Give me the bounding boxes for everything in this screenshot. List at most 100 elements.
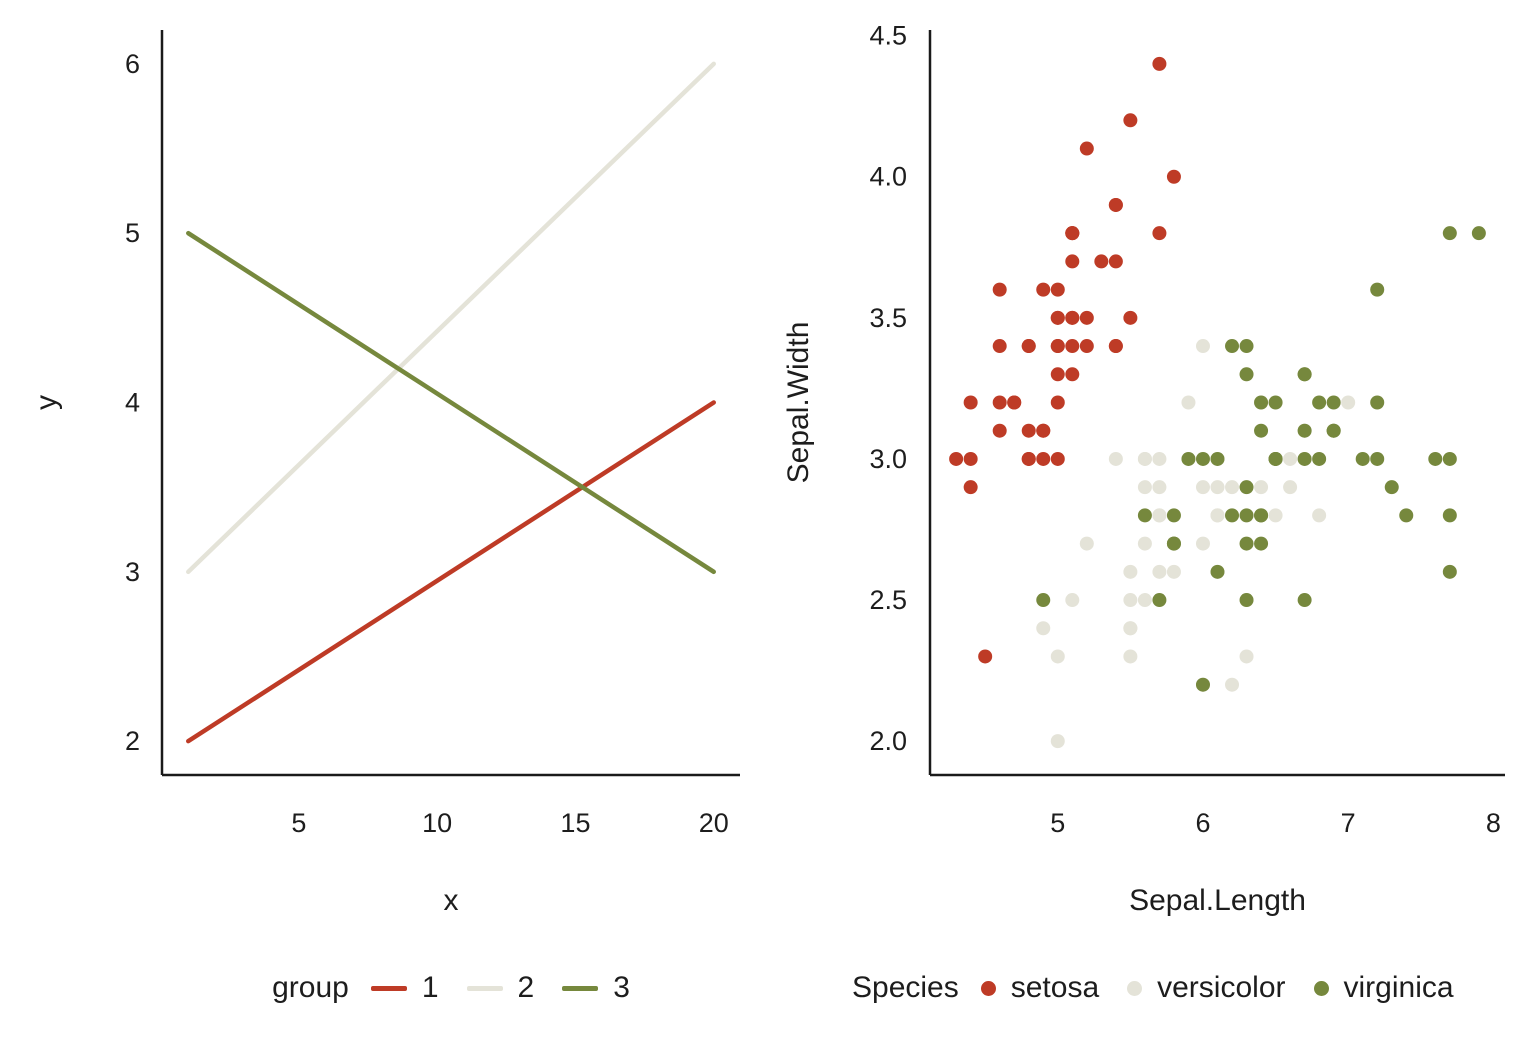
- point-setosa: [1108, 339, 1123, 354]
- legend-label-3: 3: [613, 971, 630, 1004]
- point-setosa: [992, 282, 1007, 297]
- data-line-3: [186, 230, 716, 575]
- point-versicolor: [1283, 480, 1298, 495]
- x-tick-label-15: 15: [560, 808, 590, 838]
- point-versicolor: [1123, 593, 1138, 608]
- point-virginica: [1181, 451, 1196, 466]
- point-virginica: [1370, 282, 1385, 297]
- dot-swatch-versicolor: [1127, 980, 1143, 996]
- legend-title-species: Species: [852, 971, 959, 1004]
- point-setosa: [963, 480, 978, 495]
- point-virginica: [1239, 480, 1254, 495]
- point-setosa: [1036, 451, 1051, 466]
- y-axis-title: Sepal.Width: [782, 321, 815, 484]
- point-setosa: [992, 423, 1007, 438]
- y-tick-label-3.5: 3.5: [869, 303, 907, 333]
- point-virginica: [1225, 339, 1240, 354]
- line-swatch-1: [370, 985, 407, 991]
- point-setosa: [992, 339, 1007, 354]
- point-setosa: [1123, 310, 1138, 325]
- legend-label-versicolor: versicolor: [1157, 971, 1286, 1004]
- point-setosa: [1065, 226, 1080, 241]
- point-virginica: [1297, 423, 1312, 438]
- point-versicolor: [1312, 508, 1327, 523]
- series-versicolor: [1036, 339, 1356, 749]
- legend-item-2: 2: [466, 971, 535, 1005]
- point-setosa: [1036, 282, 1051, 297]
- y-tick-label-2: 2: [125, 726, 140, 756]
- point-virginica: [1254, 536, 1269, 551]
- point-setosa: [992, 395, 1007, 410]
- point-versicolor: [1181, 395, 1196, 410]
- series-1: [186, 400, 716, 744]
- point-setosa: [1152, 226, 1167, 241]
- point-virginica: [1195, 451, 1210, 466]
- x-tick-label-7: 7: [1341, 808, 1356, 838]
- scatter-chart-legend: Species setosa versicolor virginica: [770, 964, 1536, 1012]
- x-tick-label-20: 20: [699, 808, 729, 838]
- point-virginica: [1268, 395, 1283, 410]
- point-versicolor: [1166, 564, 1181, 579]
- point-virginica: [1210, 451, 1225, 466]
- point-versicolor: [1210, 508, 1225, 523]
- point-versicolor: [1152, 508, 1167, 523]
- point-setosa: [1021, 423, 1036, 438]
- point-virginica: [1254, 423, 1269, 438]
- point-setosa: [1166, 169, 1181, 184]
- point-setosa: [1021, 339, 1036, 354]
- point-virginica: [1239, 508, 1254, 523]
- line-chart-panel: 2 3 4 5 6 5 10 15 20 y x group 1 2 3: [30, 30, 740, 1012]
- point-versicolor: [1195, 480, 1210, 495]
- point-versicolor: [1254, 480, 1269, 495]
- legend-label-virginica: virginica: [1343, 971, 1454, 1004]
- x-tick-label-5: 5: [1050, 808, 1065, 838]
- data-line-2: [186, 61, 716, 575]
- legend-items: setosa versicolor virginica: [980, 971, 1454, 1005]
- data-line-1: [186, 400, 716, 744]
- point-virginica: [1225, 508, 1240, 523]
- point-versicolor: [1065, 593, 1080, 608]
- point-versicolor: [1210, 480, 1225, 495]
- y-tick-label-2.5: 2.5: [869, 585, 907, 615]
- point-virginica: [1442, 226, 1457, 241]
- line-swatch-2: [466, 985, 503, 991]
- point-versicolor: [1225, 677, 1240, 692]
- line-chart-legend: group 1 2 3: [162, 964, 740, 1012]
- point-versicolor: [1268, 508, 1283, 523]
- point-virginica: [1137, 508, 1152, 523]
- point-setosa: [1079, 141, 1094, 156]
- legend-items: 1 2 3: [370, 971, 630, 1005]
- point-setosa: [1065, 339, 1080, 354]
- point-setosa: [1050, 310, 1065, 325]
- legend-label-2: 2: [517, 971, 535, 1004]
- point-setosa: [1050, 339, 1065, 354]
- point-setosa: [1065, 310, 1080, 325]
- legend-item-1: 1: [370, 971, 439, 1005]
- point-versicolor: [1152, 564, 1167, 579]
- point-virginica: [1297, 367, 1312, 382]
- y-tick-label-5: 5: [125, 218, 140, 248]
- point-virginica: [1210, 564, 1225, 579]
- point-virginica: [1195, 677, 1210, 692]
- point-versicolor: [1079, 536, 1094, 551]
- point-setosa: [1050, 282, 1065, 297]
- y-axis-title: y: [30, 395, 63, 410]
- y-tick-label-4: 4: [125, 388, 140, 418]
- point-virginica: [1254, 395, 1269, 410]
- point-setosa: [1123, 113, 1138, 128]
- series-3: [186, 230, 716, 575]
- line-swatch-3: [562, 985, 599, 991]
- dot-swatch-virginica: [1313, 980, 1329, 996]
- point-versicolor: [1137, 593, 1152, 608]
- point-virginica: [1370, 451, 1385, 466]
- series-2: [186, 61, 716, 575]
- point-setosa: [963, 395, 978, 410]
- point-virginica: [1152, 593, 1167, 608]
- point-virginica: [1166, 536, 1181, 551]
- point-versicolor: [1050, 649, 1065, 664]
- point-setosa: [1152, 56, 1167, 71]
- y-tick-label-2.0: 2.0: [869, 726, 907, 756]
- point-setosa: [1050, 395, 1065, 410]
- point-versicolor: [1036, 621, 1051, 636]
- legend-label-setosa: setosa: [1010, 971, 1100, 1004]
